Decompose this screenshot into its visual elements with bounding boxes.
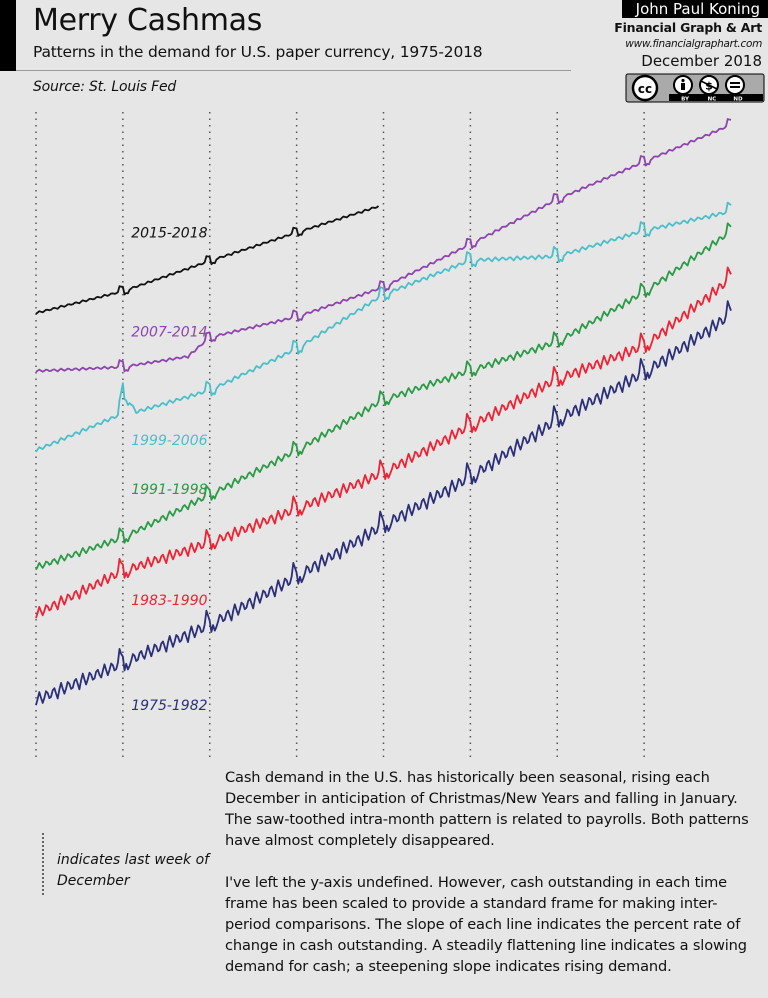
series-labels: 2015-2018 2007-2014 1999-2006 1991-1998 1983… xyxy=(131,225,207,714)
cc-nc-label: NC xyxy=(708,97,717,103)
cc-nc-icon: $ xyxy=(699,75,719,95)
note-paragraph-2: I've left the y-axis undefined. However,… xyxy=(225,874,747,975)
website-url[interactable]: www.financialgraphart.com xyxy=(625,38,762,50)
publish-date: December 2018 xyxy=(641,52,762,70)
title-accent-bar xyxy=(0,0,16,71)
source-note: Source: St. Louis Fed xyxy=(33,79,177,95)
cc-by-nc-nd-icon[interactable]: cc $ BY NC ND xyxy=(625,73,765,103)
december-markers xyxy=(35,112,645,757)
legend-text: indicates last week of December xyxy=(57,852,210,889)
author-name: John Paul Koning xyxy=(622,0,768,18)
series-label: 1991-1998 xyxy=(131,482,207,498)
cc-nd-label: ND xyxy=(733,97,743,103)
series-label: 1999-2006 xyxy=(131,433,207,449)
series-line-2015-2018 xyxy=(35,205,380,315)
series-line-1991-1998 xyxy=(35,222,732,571)
note-paragraph-1: Cash demand in the U.S. has historically… xyxy=(225,769,749,849)
cc-nd-icon xyxy=(725,75,745,95)
brand-name: Financial Graph & Art xyxy=(614,20,762,35)
series-line-2007-2014 xyxy=(35,118,732,373)
series-label: 2015-2018 xyxy=(131,225,207,241)
series-label: 2007-2014 xyxy=(131,324,207,340)
title-divider xyxy=(16,70,571,71)
series-label: 1983-1990 xyxy=(131,593,207,609)
chart-title: Merry Cashmas xyxy=(33,3,263,38)
svg-text:$: $ xyxy=(705,80,713,93)
chart-subtitle: Patterns in the demand for U.S. paper cu… xyxy=(33,43,483,61)
explanatory-note: Cash demand in the U.S. has historically… xyxy=(225,767,755,998)
series-line-1999-2006 xyxy=(35,201,732,453)
svg-text:cc: cc xyxy=(638,82,652,96)
series-label: 1975-1982 xyxy=(131,698,207,714)
series-line-1975-1982 xyxy=(35,300,732,706)
cc-by-label: BY xyxy=(681,97,690,103)
legend-dotted-marker xyxy=(42,833,46,895)
series-lines xyxy=(35,118,732,706)
series-line-1983-1990 xyxy=(35,266,732,619)
cc-by-icon xyxy=(673,75,693,95)
